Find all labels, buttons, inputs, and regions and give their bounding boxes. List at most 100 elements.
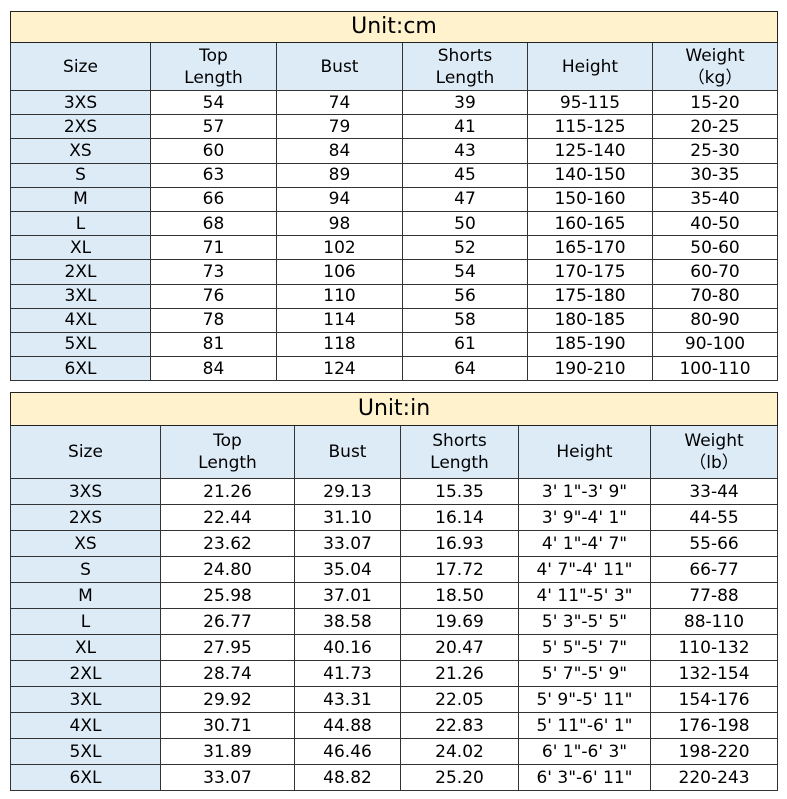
cell-height: 190-210 [527, 356, 653, 382]
cell-top-length: 26.77 [160, 608, 295, 635]
cell-weight: 198-220 [649, 738, 779, 765]
cell-shorts-length: 39 [402, 89, 528, 116]
header-label-line: Top [199, 45, 228, 66]
cell-height: 125-140 [527, 138, 653, 164]
cell-bust: 37.01 [294, 582, 401, 609]
table-row: M 25.98 37.01 18.50 4' 11"-5' 3" 77-88 [10, 582, 779, 609]
header-label-line: （kg） [687, 67, 743, 88]
cell-shorts-length: 20.47 [400, 634, 519, 661]
header-label-line: Bust [320, 56, 359, 77]
header-label-line: Weight [685, 45, 745, 66]
cell-shorts-length: 50 [402, 210, 528, 237]
table-row: S 24.80 35.04 17.72 4' 7"-4' 11" 66-77 [10, 556, 779, 583]
cell-bust: 102 [276, 235, 403, 261]
cell-bust: 38.58 [294, 608, 401, 635]
cell-size: S [10, 556, 161, 583]
cell-top-length: 25.98 [160, 582, 295, 609]
cell-size: 3XS [10, 89, 151, 116]
cell-shorts-length: 52 [402, 235, 528, 261]
cell-top-length: 54 [150, 89, 277, 116]
cell-shorts-length: 24.02 [400, 738, 519, 765]
header-label-line: Shorts [432, 431, 487, 451]
header-label-line: Size [68, 442, 103, 462]
cell-bust: 110 [276, 283, 403, 309]
table-row: XL 71 102 52 165-170 50-60 [10, 235, 779, 261]
cell-height: 5' 11"-6' 1" [518, 712, 651, 739]
cell-weight: 220-243 [649, 764, 779, 791]
cell-shorts-length: 54 [402, 259, 528, 285]
cell-height: 4' 7"-4' 11" [518, 556, 651, 583]
cell-shorts-length: 21.26 [400, 660, 519, 687]
header-label-line: Length [184, 67, 243, 88]
table-row: M 66 94 47 150-160 35-40 [10, 186, 779, 212]
cell-height: 5' 7"-5' 9" [518, 660, 651, 687]
table-row: 2XS 57 79 41 115-125 20-25 [10, 114, 779, 140]
cell-size: 6XL [10, 356, 151, 382]
cell-size: 2XL [10, 259, 151, 285]
cell-weight: 66-77 [649, 556, 779, 583]
header-label-line: Length [435, 67, 495, 88]
cell-top-length: 60 [150, 138, 277, 164]
table-row: 3XL 76 110 56 175-180 70-80 [10, 283, 779, 309]
cell-shorts-length: 61 [402, 331, 528, 358]
table-row: 4XL 78 114 58 180-185 80-90 [10, 307, 779, 333]
header-size: Size [10, 42, 151, 91]
cell-size: XS [10, 530, 161, 557]
table-row: 5XL 81 118 61 185-190 90-100 [10, 331, 779, 358]
table-row: 2XL 28.74 41.73 21.26 5' 7"-5' 9" 132-154 [10, 660, 779, 687]
cell-size: 4XL [10, 712, 161, 739]
cell-bust: 41.73 [294, 660, 401, 687]
cell-shorts-length: 18.50 [400, 582, 519, 609]
header-label-line: Height [561, 56, 619, 77]
header-label-line: Top [213, 431, 242, 451]
table-row: 3XS 21.26 29.13 15.35 3' 1"-3' 9" 33-44 [10, 478, 779, 505]
cell-bust: 74 [276, 89, 403, 116]
cell-weight: 44-55 [649, 504, 779, 531]
cell-size: 2XS [10, 504, 161, 531]
cell-weight: 100-110 [651, 356, 779, 382]
header-label-line: Length [198, 453, 257, 473]
cell-top-length: 81 [150, 331, 277, 358]
cell-height: 3' 9"-4' 1" [518, 504, 651, 531]
cell-top-length: 29.92 [160, 686, 295, 713]
cell-shorts-length: 19.69 [400, 608, 519, 635]
cell-height: 3' 1"-3' 9" [518, 478, 651, 505]
header-label-line: Shorts [437, 45, 493, 66]
cell-weight: 20-25 [651, 114, 779, 140]
cell-bust: 46.46 [294, 738, 401, 765]
header-bust: Bust [276, 42, 403, 91]
table-row: 3XS 54 74 39 95-115 15-20 [10, 89, 779, 116]
cell-height: 5' 3"-5' 5" [518, 608, 651, 635]
header-top-length: Top Length [150, 42, 277, 91]
cell-bust: 114 [276, 307, 403, 333]
cell-shorts-length: 45 [402, 162, 528, 188]
cell-size: 3XS [10, 478, 161, 505]
cell-bust: 79 [276, 114, 403, 140]
cell-weight: 15-20 [651, 89, 779, 116]
cell-top-length: 27.95 [160, 634, 295, 661]
table-row: XL 27.95 40.16 20.47 5' 5"-5' 7" 110-132 [10, 634, 779, 661]
header-size: Size [10, 425, 161, 479]
cell-top-length: 73 [150, 259, 277, 285]
cell-height: 95-115 [527, 89, 653, 116]
cell-top-length: 66 [150, 186, 277, 212]
cell-weight: 30-35 [651, 162, 779, 188]
cell-size: XS [10, 138, 151, 164]
cell-shorts-length: 43 [402, 138, 528, 164]
cm-size-table: Unit:cm Size Top Length Bust Shorts Length Heig… [9, 11, 779, 382]
cell-height: 115-125 [527, 114, 653, 140]
cell-height: 5' 9"-5' 11" [518, 686, 651, 713]
table-row: L 26.77 38.58 19.69 5' 3"-5' 5" 88-110 [10, 608, 779, 635]
cell-weight: 25-30 [651, 138, 779, 164]
header-height: Height [527, 42, 653, 91]
cell-size: 6XL [10, 764, 161, 791]
cell-bust: 29.13 [294, 478, 401, 505]
cell-top-length: 31.89 [160, 738, 295, 765]
cell-weight: 40-50 [651, 210, 779, 237]
header-row: Size Top Length Bust Shorts Length Height Weigh… [10, 42, 779, 91]
cell-top-length: 24.80 [160, 556, 295, 583]
header-label-line: Height [556, 442, 613, 462]
cell-top-length: 63 [150, 162, 277, 188]
cell-top-length: 33.07 [160, 764, 295, 791]
header-label-line: Length [430, 453, 489, 473]
